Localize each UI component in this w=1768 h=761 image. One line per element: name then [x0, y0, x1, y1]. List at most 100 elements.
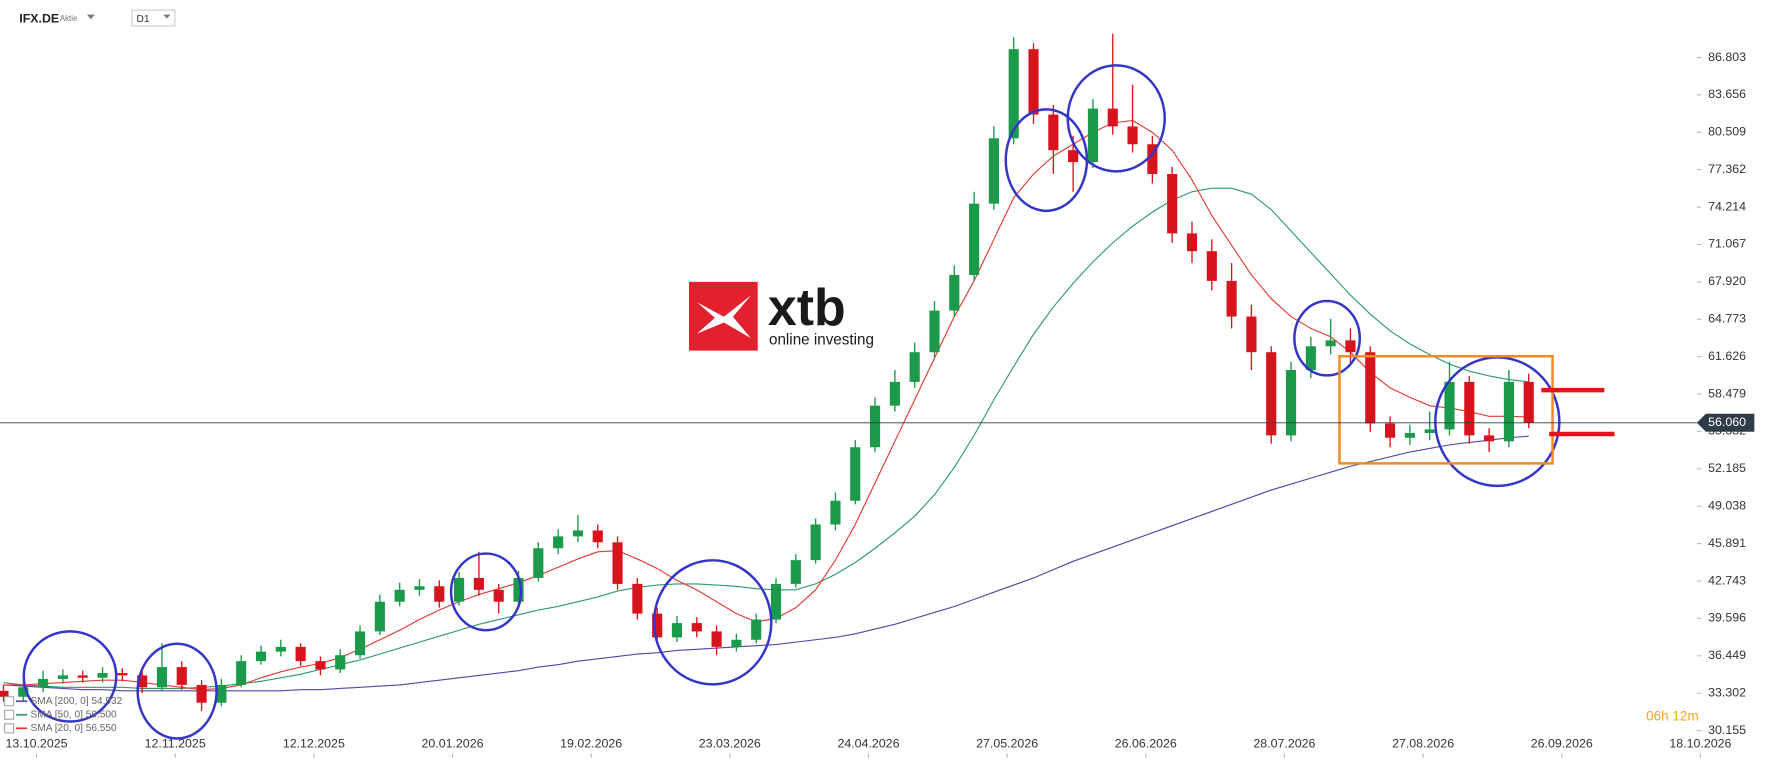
- x-tick-label: 13.10.2025: [6, 736, 68, 750]
- legend-label: SMA [50, 0] 59.500: [31, 709, 117, 720]
- legend-icon: [4, 696, 15, 707]
- candle-body: [315, 661, 326, 670]
- y-tick-label: 33.302: [1708, 685, 1746, 699]
- candle-body: [1266, 352, 1277, 436]
- candle-body: [949, 274, 960, 311]
- candle-body: [1484, 435, 1495, 442]
- candle-body: [1345, 340, 1356, 353]
- candle-body: [751, 619, 762, 640]
- y-tick-label: 58.479: [1708, 386, 1746, 400]
- circle: [652, 559, 773, 686]
- candle-body: [711, 631, 722, 647]
- x-tick-label: 28.07.2026: [1253, 736, 1315, 750]
- candle-body: [1444, 381, 1455, 430]
- candle-body: [1385, 423, 1396, 438]
- candle-body: [1365, 352, 1376, 424]
- candle-body: [335, 655, 346, 670]
- x-tick-label: 27.08.2026: [1392, 736, 1454, 750]
- candle-body: [790, 560, 801, 584]
- candle-body: [57, 675, 68, 679]
- y-tick-label: 83.656: [1708, 87, 1746, 101]
- y-tick-label: 49.038: [1708, 498, 1746, 512]
- candle-body: [374, 601, 385, 632]
- candle-body: [77, 675, 88, 678]
- candle-body: [1503, 381, 1514, 442]
- x-tick-label: 18.10.2026: [1669, 736, 1731, 750]
- logo-box: [688, 281, 758, 351]
- x-tick-label: 26.06.2026: [1115, 736, 1177, 750]
- legend-label: SMA [200, 0] 54.932: [31, 696, 123, 707]
- candle-body: [731, 639, 742, 647]
- candle-body: [1186, 233, 1198, 252]
- candle-body: [969, 203, 980, 275]
- candle-body: [1087, 108, 1099, 163]
- candle-body: [632, 583, 643, 614]
- candle-body: [454, 577, 465, 602]
- x-tick-label: 23.03.2026: [699, 736, 761, 750]
- x-tick-label: 24.04.2026: [837, 736, 899, 750]
- header: IFX.DE Aktie D1 06h 12m: [19, 9, 1699, 724]
- candle-body: [1107, 108, 1118, 127]
- sma-line: [3, 435, 1529, 692]
- x-tick-label: 26.09.2026: [1531, 736, 1593, 750]
- candle-body: [889, 381, 900, 406]
- candle-body: [810, 524, 821, 561]
- candle-body: [869, 405, 881, 448]
- candle-body: [850, 447, 861, 501]
- candle-body: [671, 623, 683, 638]
- candle-body: [929, 310, 940, 353]
- x-tick-label: 19.02.2026: [560, 736, 622, 750]
- candle-body: [1325, 340, 1336, 347]
- candle-body: [1523, 381, 1534, 423]
- y-tick-label: 80.509: [1708, 125, 1746, 139]
- annotations: [22, 64, 1615, 740]
- candle-body: [196, 684, 207, 703]
- sma-line: [3, 187, 1529, 690]
- y-tick-label: 64.773: [1708, 312, 1746, 326]
- candle-body: [394, 589, 405, 602]
- instrument-type: Aktie: [60, 14, 78, 23]
- countdown: 06h 12m: [1646, 709, 1699, 724]
- candle-body: [513, 577, 524, 602]
- y-tick-label: 45.891: [1708, 536, 1746, 550]
- y-tick-label: 74.214: [1708, 199, 1746, 213]
- candle-body: [295, 646, 306, 662]
- candle-body: [38, 678, 49, 688]
- candle-body: [255, 651, 267, 662]
- candle-body: [988, 138, 999, 204]
- candle-body: [1048, 114, 1059, 151]
- indicator-layer: [3, 119, 1529, 692]
- circle: [1293, 299, 1362, 377]
- y-tick-label: 36.449: [1708, 648, 1746, 662]
- candle-body: [97, 673, 108, 678]
- circle: [136, 642, 218, 740]
- candle-body: [1246, 316, 1257, 353]
- interval-select[interactable]: [131, 9, 176, 27]
- candle-body: [434, 586, 445, 602]
- y-tick-label: 86.803: [1708, 50, 1746, 64]
- candle-body: [0, 690, 9, 697]
- logo-tagline: online investing: [769, 331, 874, 348]
- candle-body: [1226, 280, 1237, 317]
- candle-body: [830, 500, 841, 525]
- candle-body: [216, 684, 227, 703]
- dropdown-arrow[interactable]: [86, 14, 95, 20]
- y-tick-label: 67.920: [1708, 274, 1746, 288]
- x-tick-label: 27.05.2026: [976, 736, 1038, 750]
- circle: [449, 552, 523, 632]
- candle-body: [354, 631, 366, 656]
- candle-body: [533, 548, 544, 578]
- candle-body: [909, 352, 920, 382]
- candle-layer: [0, 33, 1534, 712]
- legend-icon: [4, 709, 15, 720]
- candle-body: [1206, 251, 1217, 281]
- last-price-label: 56.060: [1708, 415, 1746, 429]
- candle-body: [1008, 49, 1019, 139]
- candle-body: [176, 667, 187, 685]
- y-tick-label: 52.185: [1708, 461, 1746, 475]
- circle: [22, 630, 118, 723]
- candle-body: [612, 542, 623, 584]
- candle-body: [1028, 49, 1039, 115]
- candle-body: [770, 583, 782, 620]
- candle-body: [1305, 346, 1316, 371]
